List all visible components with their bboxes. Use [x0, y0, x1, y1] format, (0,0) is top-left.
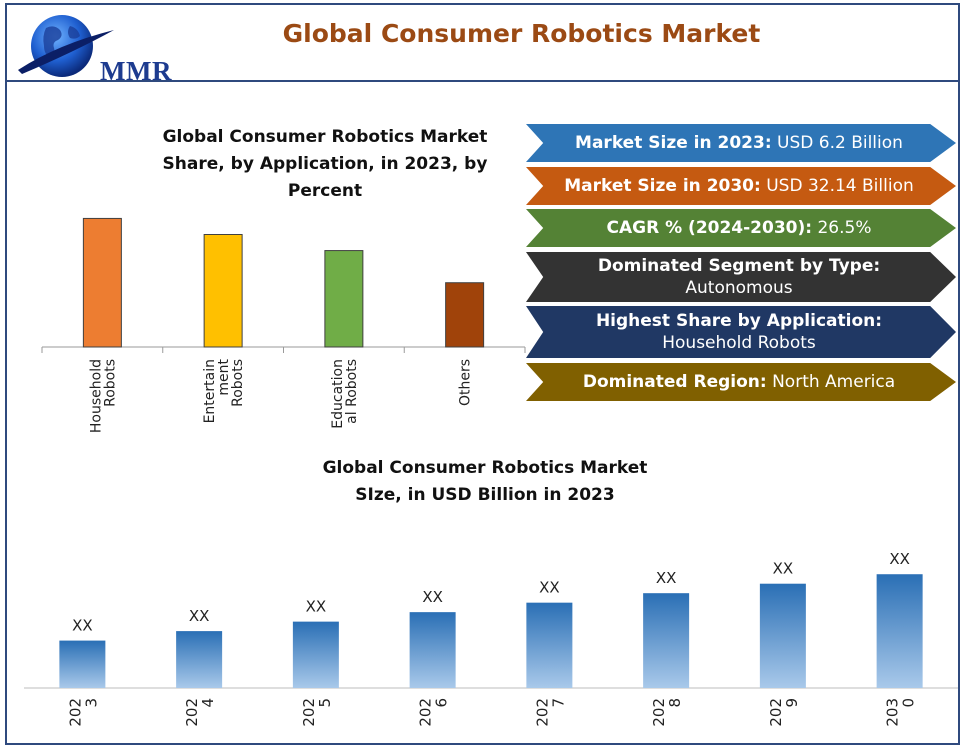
size-bar: [176, 631, 223, 688]
share-bar: [82, 217, 122, 348]
highlight-text: CAGR % (2024-2030): 26.5%: [607, 217, 872, 239]
size-bar: [759, 583, 806, 688]
size-chart-title-line2: SIze, in USD Billion in 2023: [355, 485, 615, 505]
size-bar: [876, 574, 923, 688]
size-data-label: XX: [539, 579, 560, 597]
highlight-arrow: Market Size in 2023: USD 6.2 Billion: [526, 124, 956, 162]
highlight-arrow: Highest Share by Application: Household …: [526, 306, 956, 358]
share-bar: [324, 250, 364, 348]
size-tick-label: 202: [417, 698, 435, 727]
share-tick-label: Entertain: [202, 359, 218, 423]
highlight-text: Market Size in 2023: USD 6.2 Billion: [575, 132, 903, 154]
size-tick-label: 203: [884, 698, 902, 727]
size-tick-label: 202: [300, 698, 318, 727]
highlight-arrow: Dominated Segment by Type: Autonomous: [526, 252, 956, 302]
highlight-label: CAGR % (2024-2030):: [606, 218, 813, 238]
size-tick-label: 5: [316, 698, 334, 708]
highlight-label: Dominated Segment by Type:: [597, 256, 881, 276]
size-bar: [643, 593, 690, 688]
highlight-label: Market Size in 2023:: [575, 133, 772, 153]
size-data-label: XX: [889, 550, 910, 568]
highlight-label: Dominated Region:: [582, 372, 767, 392]
share-tick-label: Education: [330, 359, 346, 429]
highlight-value: 26.5%: [812, 218, 872, 238]
highlight-text: Market Size in 2030: USD 32.14 Billion: [564, 175, 914, 197]
share-tick-label: al Robots: [344, 359, 360, 424]
size-data-label: XX: [773, 560, 794, 578]
globe-logo-icon: [18, 15, 114, 77]
highlight-arrow: Dominated Region: North America: [526, 363, 956, 401]
size-tick-label: 7: [549, 698, 567, 708]
size-chart-title: Global Consumer Robotics Market SIze, in…: [300, 455, 670, 509]
size-tick-label: 4: [199, 698, 217, 708]
size-tick-label: 202: [650, 698, 668, 727]
share-chart-title-line1: Global Consumer Robotics Market: [162, 127, 488, 147]
size-tick-label: 202: [767, 698, 785, 727]
highlight-label: Market Size in 2030:: [564, 176, 761, 196]
share-chart-title-line2: Share, by Application, in 2023, by Perce…: [162, 154, 488, 201]
size-data-label: XX: [72, 617, 93, 635]
share-tick-label: Robots: [230, 359, 246, 407]
size-bar: [526, 602, 573, 688]
highlight-label: Highest Share by Application:: [595, 311, 883, 331]
share-tick-label: Robots: [102, 359, 118, 407]
highlight-arrow: CAGR % (2024-2030): 26.5%: [526, 209, 956, 247]
highlight-text: Highest Share by Application: Household …: [552, 310, 926, 354]
share-tick-label: Household: [88, 359, 104, 433]
size-bar: [409, 612, 456, 688]
logo-wordmark: MMR: [100, 56, 172, 86]
size-data-label: XX: [306, 598, 327, 616]
highlight-text: Dominated Segment by Type: Autonomous: [552, 255, 926, 299]
page-title: Global Consumer Robotics Market: [282, 19, 761, 48]
share-tick-label: ment: [216, 359, 232, 396]
size-tick-label: 9: [783, 698, 801, 708]
share-bar: [445, 282, 485, 348]
share-chart-title: Global Consumer Robotics Market Share, b…: [125, 124, 525, 205]
highlight-value: Household Robots: [662, 333, 816, 353]
size-tick-label: 202: [66, 698, 84, 727]
size-tick-label: 6: [433, 698, 451, 708]
share-bar: [203, 234, 243, 348]
size-data-label: XX: [656, 569, 677, 587]
size-tick-label: 202: [533, 698, 551, 727]
share-tick-label: Others: [458, 359, 474, 406]
size-bar: [59, 640, 106, 688]
highlight-arrow: Market Size in 2030: USD 32.14 Billion: [526, 167, 956, 205]
highlight-value: USD 6.2 Billion: [771, 133, 903, 153]
size-data-label: XX: [422, 588, 443, 606]
size-tick-label: 8: [666, 698, 684, 708]
size-tick-label: 0: [900, 698, 918, 708]
highlight-value: North America: [766, 372, 896, 392]
highlight-text: Dominated Region: North America: [583, 371, 895, 393]
size-tick-label: 3: [82, 698, 100, 708]
size-chart-title-line1: Global Consumer Robotics Market: [322, 458, 648, 478]
size-bar: [292, 621, 339, 688]
mmr-logo: MMR: [12, 10, 192, 86]
size-tick-label: 202: [183, 698, 201, 727]
highlight-value: USD 32.14 Billion: [760, 176, 914, 196]
size-data-label: XX: [189, 607, 210, 625]
highlight-value: Autonomous: [685, 278, 793, 298]
header-divider: [7, 80, 958, 82]
